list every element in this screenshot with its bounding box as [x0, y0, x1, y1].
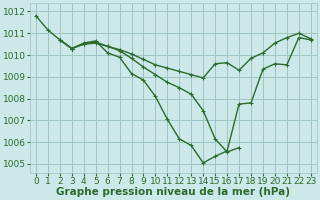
- X-axis label: Graphe pression niveau de la mer (hPa): Graphe pression niveau de la mer (hPa): [56, 187, 290, 197]
